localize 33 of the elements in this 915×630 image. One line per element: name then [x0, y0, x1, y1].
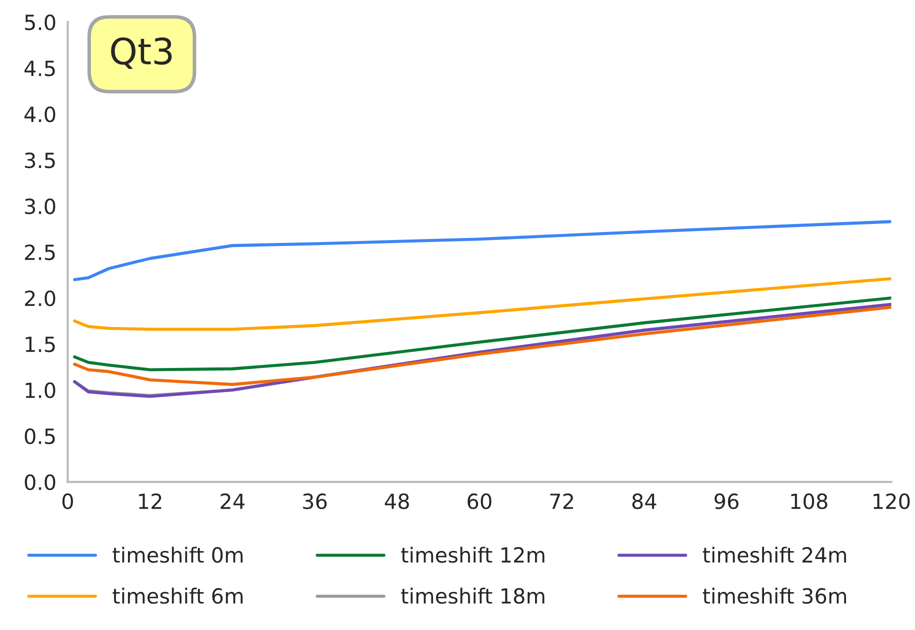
line-series: [73, 220, 892, 282]
y-tick-label: 2.0: [24, 290, 56, 306]
x-tick-label: 72: [550, 493, 573, 509]
y-tick-label: 3.0: [25, 198, 56, 214]
line-series: [73, 296, 892, 372]
y-tick-label: 1.5: [26, 336, 55, 352]
legend-label: timeshift 6m: [112, 588, 243, 604]
line-series: [73, 277, 892, 331]
x-tick-label: 48: [384, 493, 409, 510]
x-tick-label: 24: [220, 493, 244, 509]
legend-label: timeshift 0m: [112, 546, 243, 563]
legend-label: timeshift 18m: [401, 588, 544, 604]
x-tick-label: 36: [303, 493, 327, 510]
x-tick-label: 0: [62, 493, 73, 510]
y-tick-label: 3.5: [25, 152, 55, 168]
chart-title: Qt3: [111, 37, 172, 69]
y-tick-label: 0.0: [24, 474, 56, 490]
legend-label: timeshift 36m: [702, 588, 846, 604]
legend-label: timeshift 24m: [702, 546, 846, 563]
x-tick-label: 12: [139, 493, 162, 509]
x-tick-label: 60: [468, 493, 492, 510]
x-tick-label: 120: [874, 493, 910, 510]
y-tick-label: 4.0: [24, 106, 56, 122]
y-tick-label: 4.5: [24, 60, 55, 76]
line-series: [73, 306, 892, 386]
legend-label: timeshift 12m: [401, 546, 544, 563]
y-tick-label: 0.5: [24, 428, 55, 444]
x-tick-label: 84: [632, 493, 656, 510]
y-tick-label: 2.5: [24, 244, 55, 260]
y-tick-label: 1.0: [26, 382, 56, 398]
y-tick-label: 5.0: [25, 14, 56, 30]
x-tick-label: 96: [714, 493, 738, 510]
x-tick-label: 108: [791, 493, 828, 510]
